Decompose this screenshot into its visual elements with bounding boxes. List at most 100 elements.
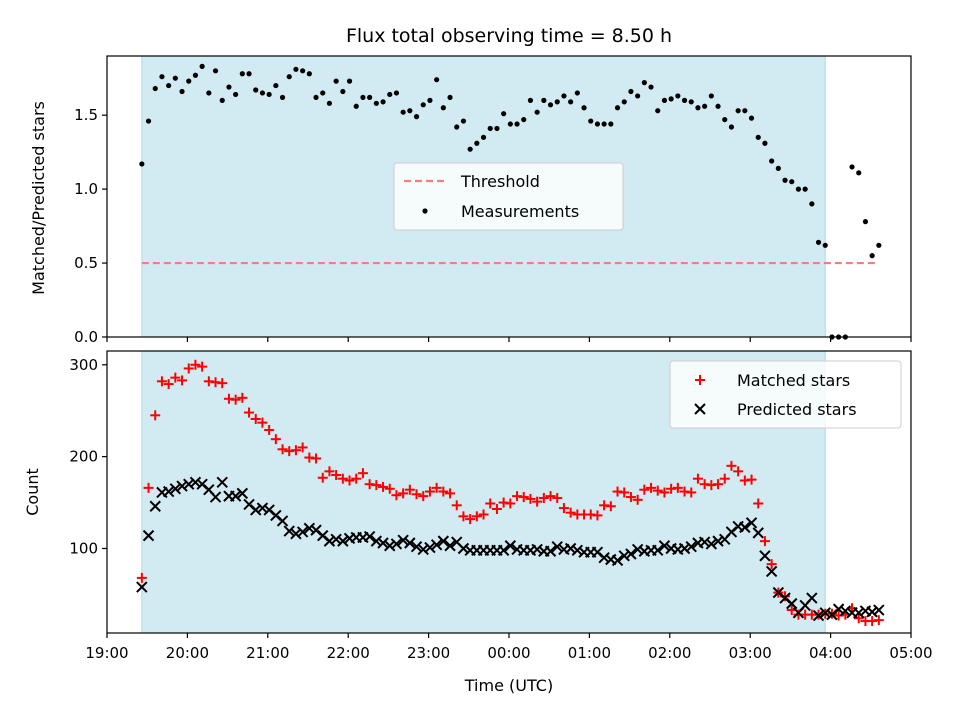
- top-legend: Threshold Measurements: [393, 162, 624, 231]
- measurement-point: [346, 78, 353, 84]
- measurement-point: [279, 94, 286, 101]
- measurement-point: [353, 103, 359, 109]
- measurement-point: [373, 100, 379, 106]
- measurement-point: [614, 105, 621, 111]
- predicted-star-point: [149, 500, 161, 512]
- predicted-star-point: [337, 535, 349, 547]
- top-axis-ticks: 0.0 0.5 1.0 1.5: [74, 106, 912, 346]
- predicted-star-point: [873, 604, 885, 616]
- matched-star-point: [853, 613, 864, 624]
- measurement-point: [735, 108, 741, 114]
- matched-star-point: [545, 491, 556, 502]
- measurement-point: [487, 125, 493, 132]
- predicted-star-point: [209, 491, 222, 503]
- measurement-point: [326, 100, 333, 106]
- matched-star-point: [458, 511, 469, 522]
- predicted-star-point: [745, 517, 758, 529]
- predicted-star-point: [437, 535, 450, 547]
- measurement-point: [661, 97, 668, 103]
- matched-star-point: [565, 507, 576, 518]
- x-tick-label: 05:00: [889, 644, 932, 662]
- measurement-point: [568, 99, 574, 105]
- measurement-point: [715, 103, 721, 109]
- measurement-point: [434, 77, 440, 83]
- matched-star-point: [625, 492, 636, 503]
- measurement-point: [494, 125, 500, 132]
- measurement-point: [635, 93, 641, 99]
- measurement-point: [856, 170, 862, 176]
- matched-star-point: [766, 559, 777, 570]
- top-legend-box: [393, 162, 624, 231]
- measurement-point: [501, 111, 507, 117]
- matched-star-point: [686, 487, 697, 498]
- measurement-point: [594, 121, 601, 127]
- matched-star-point: [270, 434, 281, 445]
- measurement-point: [266, 91, 272, 98]
- measurement-point: [541, 97, 547, 103]
- matched-star-point: [518, 492, 529, 503]
- predicted-star-point: [176, 480, 188, 492]
- measurement-point: [862, 219, 869, 225]
- matched-star-point: [639, 484, 650, 495]
- predicted-star-point: [531, 543, 543, 556]
- measurement-point: [588, 118, 594, 124]
- matched-star-point: [190, 359, 201, 370]
- predicted-star-point: [444, 540, 456, 552]
- top-y-axis-label: Matched/Predicted stars: [29, 101, 48, 295]
- matched-star-point: [605, 501, 616, 512]
- measurement-point: [641, 80, 647, 86]
- measurement-point: [762, 140, 768, 146]
- measurement-point: [467, 146, 473, 152]
- matched-star-point: [170, 372, 181, 383]
- predicted-star-point: [839, 605, 852, 617]
- measurement-point: [755, 134, 761, 140]
- matched-star-point: [438, 486, 449, 497]
- predicted-star-point: [256, 502, 269, 514]
- x-tick-label: 02:00: [648, 644, 691, 662]
- predicted-star-point: [739, 521, 751, 534]
- matched-star-point: [150, 410, 161, 421]
- measurement-point: [186, 78, 192, 84]
- matched-star-point: [424, 486, 435, 497]
- x-tick-label: 19:00: [85, 644, 128, 662]
- x-tick-label: 04:00: [809, 644, 852, 662]
- count-panel: Count Time (UTC) 19:00 20:00 21:00 22:00 23:…: [23, 350, 933, 695]
- measurement-point: [253, 87, 259, 93]
- bottom-legend-box: [669, 360, 902, 429]
- matched-star-point: [418, 491, 429, 502]
- matched-star-point: [646, 482, 657, 493]
- measurement-point: [380, 99, 386, 105]
- measurement-point: [769, 158, 775, 164]
- matched-star-point: [471, 511, 482, 522]
- matched-star-point: [344, 475, 355, 486]
- matched-star-point: [726, 460, 737, 471]
- matched-star-point: [411, 489, 422, 500]
- matched-star-point: [552, 492, 563, 503]
- predicted-star-point: [752, 527, 764, 539]
- x-axis-label: Time (UTC): [464, 676, 553, 695]
- x-tick-label: 21:00: [246, 644, 289, 662]
- matched-star-point: [177, 375, 188, 386]
- ratio-panel: Flux total observing time = 8.50 h Match…: [29, 25, 912, 346]
- measurement-point: [601, 121, 607, 127]
- measurement-point: [246, 71, 252, 77]
- measurement-point: [775, 165, 781, 171]
- measurement-point: [413, 114, 420, 120]
- predicted-star-point: [330, 533, 342, 546]
- matched-star-point: [759, 536, 770, 547]
- measurement-point: [748, 115, 755, 121]
- measurement-point: [480, 134, 487, 140]
- matched-star-point: [290, 445, 301, 456]
- measurement-point: [447, 94, 453, 101]
- measurement-point: [695, 105, 701, 111]
- matched-star-point: [250, 413, 261, 424]
- matched-star-point: [746, 474, 757, 485]
- predicted-star-point: [296, 526, 309, 538]
- predicted-star-point: [424, 541, 436, 554]
- matched-star-point: [659, 487, 670, 498]
- measurement-point: [815, 239, 822, 245]
- measurement-point: [407, 108, 413, 114]
- top-y-tick-label: 1.5: [74, 106, 98, 124]
- predicted-star-point: [551, 540, 563, 553]
- measurement-point: [199, 63, 205, 69]
